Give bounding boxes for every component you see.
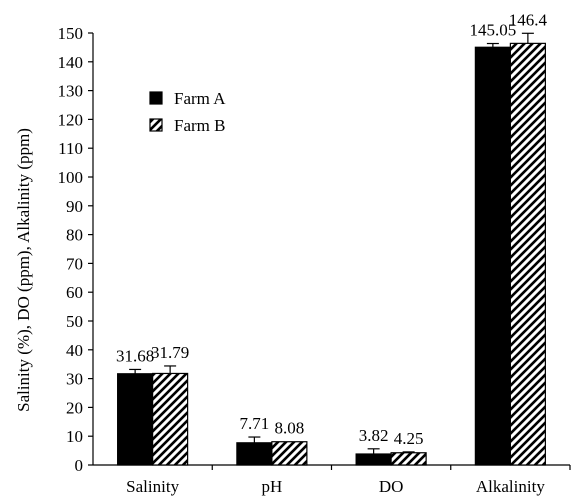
- y-tick-label: 130: [58, 82, 84, 101]
- bar-farm-a: [236, 442, 273, 466]
- y-tick-label: 50: [66, 312, 83, 331]
- data-label: 31.68: [116, 346, 154, 365]
- x-category-label: Alkalinity: [476, 477, 545, 496]
- data-label: 146.4: [509, 10, 548, 29]
- bar-farm-b: [390, 452, 427, 466]
- bar-farm-b: [152, 372, 189, 466]
- data-label: 3.82: [359, 426, 389, 445]
- x-axis: Salinity pH DO Alkalinity: [93, 464, 571, 496]
- bar-farm-b: [509, 42, 546, 466]
- data-label: 4.25: [394, 429, 424, 448]
- bar-farm-a: [117, 373, 154, 466]
- legend: Farm A Farm B: [149, 89, 226, 135]
- y-tick-label: 120: [58, 110, 84, 129]
- y-tick-label: 40: [66, 341, 83, 360]
- y-tick-label: 60: [66, 283, 83, 302]
- y-tick-label: 30: [66, 370, 83, 389]
- y-tick-label: 110: [58, 139, 83, 158]
- y-tick-label: 0: [75, 456, 84, 475]
- legend-label: Farm A: [174, 89, 226, 108]
- y-tick-label: 140: [58, 53, 84, 72]
- legend-label: Farm B: [174, 116, 225, 135]
- y-tick-label: 80: [66, 226, 83, 245]
- y-tick-label: 150: [58, 24, 84, 43]
- legend-swatch: [149, 91, 163, 105]
- data-label: 145.05: [470, 21, 517, 40]
- bar-farm-b: [271, 441, 308, 466]
- x-category-label: pH: [261, 477, 282, 496]
- y-tick-label: 100: [58, 168, 84, 187]
- x-category-label: Salinity: [126, 477, 179, 496]
- y-tick-label: 70: [66, 254, 83, 273]
- bar-farm-a: [355, 453, 392, 466]
- bar-farm-a: [474, 46, 511, 466]
- y-axis: 0 10 20 30 40 50 60 70 80 90 100 110 120 130 140 150: [58, 24, 94, 475]
- y-axis-label: Salinity (%), DO (ppm), Alkalinity (ppm): [14, 128, 33, 412]
- x-category-label: DO: [379, 477, 404, 496]
- data-label: 31.79: [151, 343, 189, 362]
- legend-swatch: [149, 118, 163, 132]
- data-label: 7.71: [240, 414, 270, 433]
- y-tick-label: 10: [66, 427, 83, 446]
- y-tick-label: 20: [66, 398, 83, 417]
- data-label: 8.08: [275, 419, 305, 438]
- y-tick-label: 90: [66, 197, 83, 216]
